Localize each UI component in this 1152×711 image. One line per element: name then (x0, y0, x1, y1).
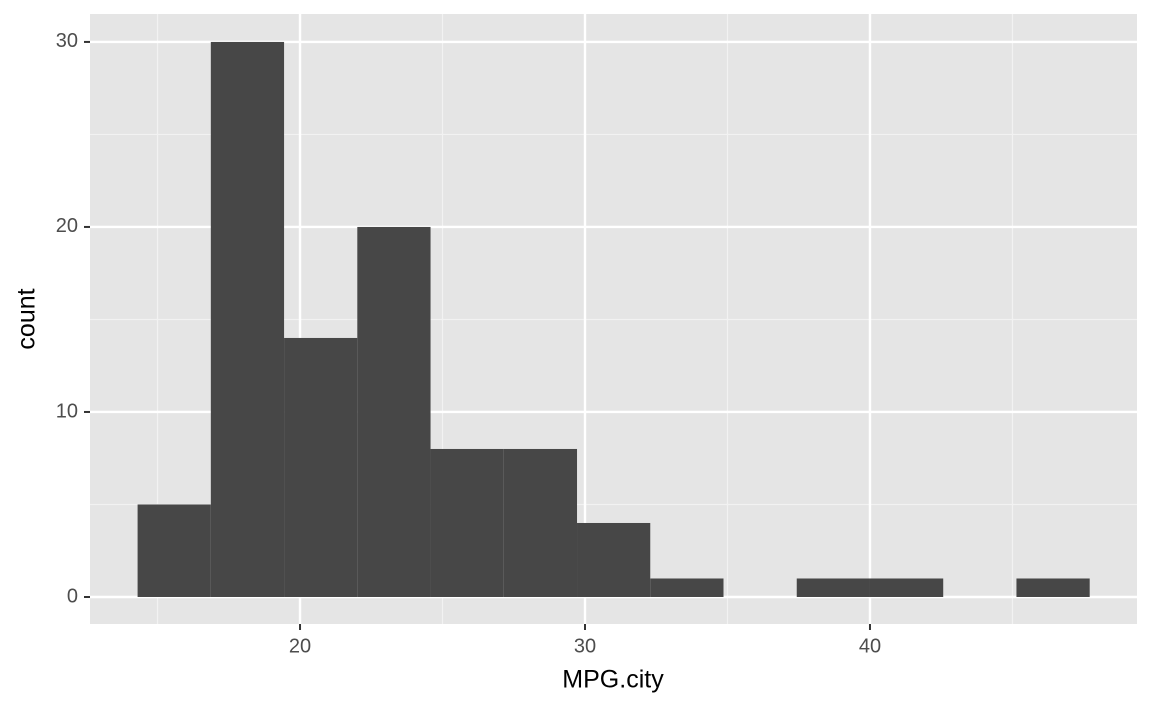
bar (577, 522, 651, 597)
y-tick-label: 0 (67, 585, 78, 607)
bar (869, 578, 944, 597)
axes: 20 30 40 0 10 20 30 (56, 30, 881, 657)
y-tick-label: 20 (56, 215, 78, 237)
bar (357, 226, 431, 597)
bar (650, 578, 724, 597)
bar (1016, 578, 1090, 597)
x-tick-label: 30 (574, 635, 596, 657)
x-tick-label: 40 (859, 635, 881, 657)
bars (137, 41, 1090, 597)
y-tick-label: 10 (56, 400, 78, 422)
y-tick-label: 30 (56, 30, 78, 52)
bar (796, 578, 870, 597)
bar (284, 337, 358, 597)
bar (210, 41, 285, 597)
bar (503, 448, 578, 597)
bar (137, 504, 211, 597)
x-tick-label: 20 (289, 635, 311, 657)
y-axis-label: count (13, 288, 41, 349)
x-axis-label: MPG.city (562, 666, 664, 694)
bar (430, 448, 504, 597)
